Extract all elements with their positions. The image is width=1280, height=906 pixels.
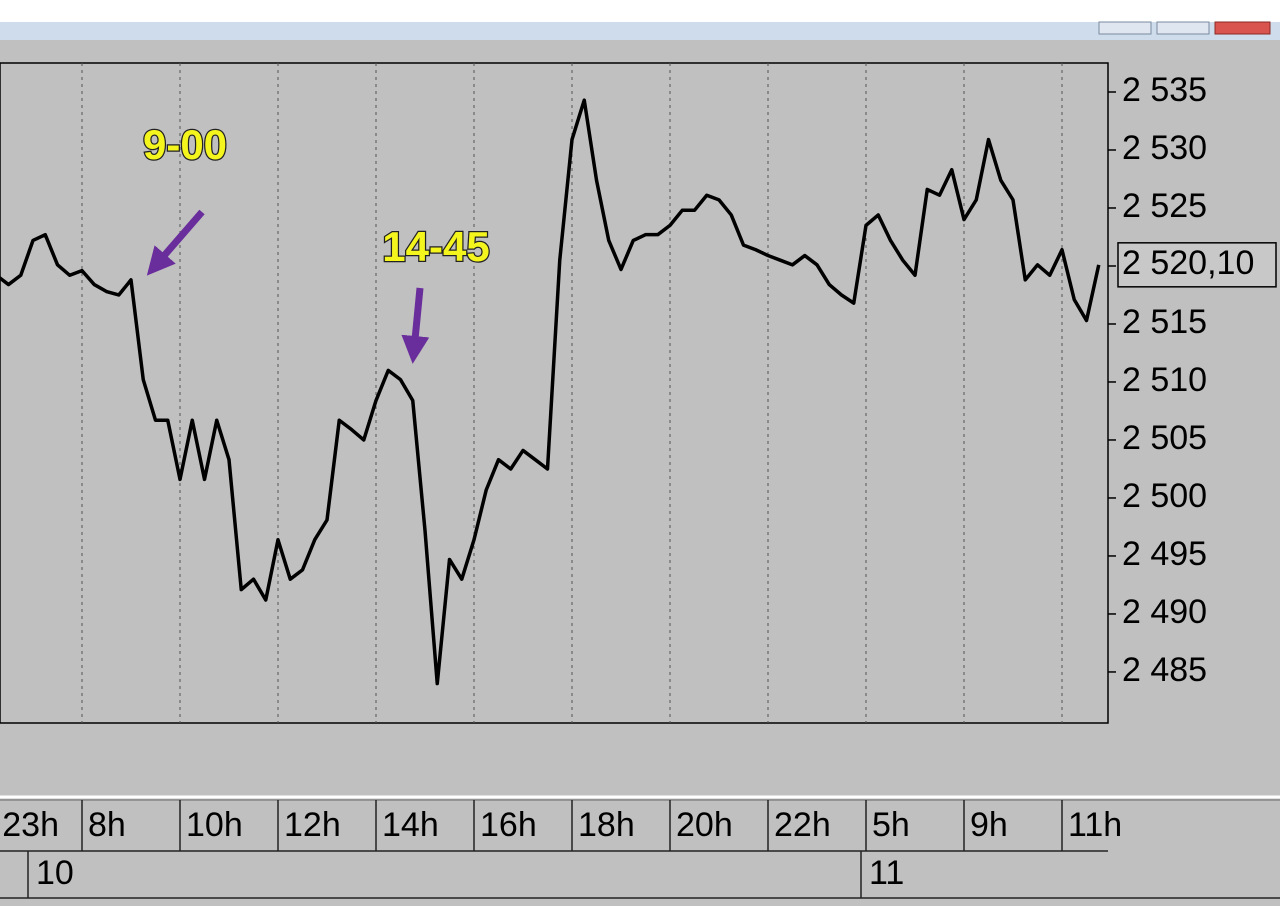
y-tick-label: 2 535: [1122, 71, 1207, 109]
plot-area: [0, 62, 1109, 724]
maximize-button[interactable]: [1156, 21, 1210, 35]
annotation: 14-45: [382, 223, 489, 270]
last-price-label: 2 520,10: [1122, 244, 1254, 282]
x-tick-label: 9h: [970, 806, 1008, 844]
x-tick-label: 23h: [2, 806, 59, 844]
x-tick-label: 11h: [1068, 806, 1122, 844]
y-tick-label: 2 515: [1122, 303, 1207, 341]
x-tick-label: 20h: [676, 806, 733, 844]
grid: [81, 63, 1063, 723]
y-tick-label: 2 525: [1122, 187, 1207, 225]
x-tick-label: 5h: [872, 806, 910, 844]
date-label: 11: [869, 854, 904, 892]
y-tick-label: 2 505: [1122, 419, 1207, 457]
arrow: [146, 209, 205, 276]
x-tick-label: 22h: [774, 806, 831, 844]
x-tick-label: 12h: [284, 806, 341, 844]
y-tick-label: 2 485: [1122, 651, 1207, 689]
y-tick-label: 2 530: [1122, 129, 1207, 167]
x-tick-label: 8h: [88, 806, 126, 844]
y-tick-label: 2 510: [1122, 361, 1207, 399]
top-bar: [0, 0, 1280, 22]
close-button[interactable]: [1214, 21, 1271, 35]
x-tick-label: 18h: [578, 806, 635, 844]
y-tick-label: 2 500: [1122, 477, 1207, 515]
arrow: [401, 287, 430, 364]
axes: 2 485 2 490 2 495 2 500 2 505 2 510 2 515 2 520…: [2, 71, 1277, 898]
annotation: 9-00: [143, 121, 227, 168]
plot: [0, 98, 1101, 686]
minimize-button[interactable]: [1098, 21, 1152, 35]
y-tick-label: 2 495: [1122, 535, 1207, 573]
date-label: 10: [36, 854, 74, 892]
last-price-box: [1117, 242, 1277, 288]
price-line: [0, 98, 1101, 686]
y-tick-label: 2 490: [1122, 593, 1207, 631]
title-strip: [0, 22, 1280, 40]
x-tick-label: 14h: [382, 806, 439, 844]
x-tick-label: 16h: [480, 806, 537, 844]
x-tick-label: 10h: [186, 806, 243, 844]
